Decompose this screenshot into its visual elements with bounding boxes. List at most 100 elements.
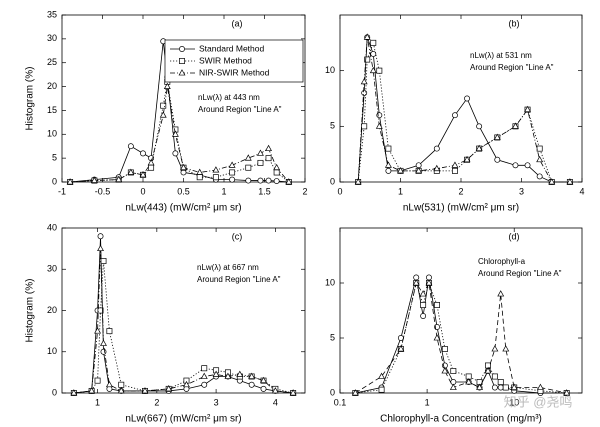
marker	[385, 167, 392, 174]
annotation: Chlorophyll-a	[478, 257, 526, 266]
marker	[450, 368, 457, 374]
marker	[412, 279, 420, 286]
x-tick-label: 1	[398, 186, 403, 196]
y-tick-label: 5	[330, 121, 335, 131]
marker	[476, 383, 484, 390]
marker	[419, 290, 427, 297]
series-line	[355, 281, 567, 394]
legend-box	[164, 39, 304, 83]
marker	[260, 376, 267, 384]
marker	[465, 378, 473, 385]
x-tick-label: 2	[154, 397, 159, 407]
y-tick-label: 0	[52, 387, 57, 397]
marker	[228, 161, 236, 168]
marker	[97, 233, 104, 240]
x-tick-label: 1.5	[258, 186, 271, 196]
x-tick-label: 0.5	[177, 186, 190, 196]
marker	[271, 387, 279, 394]
marker	[256, 149, 264, 156]
x-tick-label: 1	[425, 397, 430, 407]
marker	[451, 161, 459, 168]
marker	[376, 67, 383, 74]
marker	[118, 381, 125, 388]
marker	[497, 379, 504, 385]
annotation: nLw(λ) at 667 nm	[197, 263, 259, 272]
marker	[180, 163, 187, 171]
marker	[464, 95, 470, 102]
marker	[117, 387, 125, 394]
y-tick-label: 40	[47, 222, 57, 232]
marker	[180, 169, 187, 176]
x-tick-label: 0.1	[334, 397, 347, 407]
marker	[147, 159, 155, 166]
marker	[106, 328, 113, 335]
y-tick-label: 35	[47, 9, 57, 19]
series-line	[357, 37, 570, 183]
marker	[172, 150, 179, 157]
marker	[433, 145, 440, 152]
marker	[244, 154, 252, 161]
legend-label: Standard Method	[199, 43, 264, 53]
marker	[105, 380, 113, 388]
marker	[375, 122, 383, 129]
marker	[452, 167, 458, 174]
panel-label: (b)	[509, 18, 520, 28]
marker	[183, 380, 190, 388]
marker	[378, 372, 386, 379]
y-tick-label: 30	[47, 264, 57, 274]
marker	[88, 387, 96, 394]
x-axis-label: nLw(443) (mW/cm² μm sr)	[125, 203, 241, 214]
marker	[363, 33, 371, 40]
marker	[201, 381, 208, 388]
x-tick-label: 2	[458, 186, 463, 196]
marker	[196, 174, 203, 181]
marker	[536, 383, 544, 390]
x-axis-label: Chlorophyll-a Concentration (mg/m³)	[380, 414, 542, 425]
marker	[245, 177, 252, 184]
y-tick-label: 0	[330, 176, 335, 186]
x-axis-label: nLw(667) (mW/cm² μm sr)	[125, 414, 241, 425]
marker	[139, 170, 147, 178]
y-tick-label: 5	[330, 332, 335, 342]
marker	[90, 176, 98, 183]
marker	[397, 345, 405, 352]
marker	[248, 372, 256, 379]
series-line	[73, 236, 294, 394]
x-tick-label: -1	[58, 186, 66, 196]
marker	[441, 346, 448, 352]
series-line	[73, 248, 294, 394]
plot-frame	[339, 14, 583, 183]
x-tick-label: 0	[140, 186, 145, 196]
marker	[497, 290, 505, 297]
marker	[512, 162, 519, 169]
marker	[159, 111, 167, 118]
x-tick-label: 3	[519, 186, 524, 196]
marker	[229, 169, 236, 176]
marker	[536, 155, 544, 163]
marker	[201, 365, 208, 372]
x-tick-label: 10	[509, 397, 519, 407]
marker	[265, 177, 272, 184]
marker	[265, 144, 273, 152]
marker	[273, 178, 280, 184]
marker	[384, 161, 392, 168]
marker	[493, 133, 501, 140]
marker	[257, 159, 264, 166]
marker	[70, 389, 78, 396]
marker	[548, 178, 556, 185]
x-axis-label: nLw(531) (mW/cm² μm sr)	[403, 203, 519, 214]
y-tick-label: 10	[47, 346, 57, 356]
y-tick-label: 15	[47, 105, 57, 115]
y-axis-label: Histogram (%)	[25, 67, 36, 131]
y-tick-label: 30	[47, 33, 57, 43]
x-tick-label: 4	[273, 397, 278, 407]
marker	[100, 258, 107, 264]
series-line	[355, 277, 567, 394]
watermark: 知乎 @尧鸣	[504, 394, 573, 409]
marker	[491, 345, 499, 352]
marker	[127, 168, 135, 175]
marker	[351, 389, 359, 396]
annotation: Around Region "Line A"	[197, 275, 281, 284]
marker	[510, 383, 518, 390]
